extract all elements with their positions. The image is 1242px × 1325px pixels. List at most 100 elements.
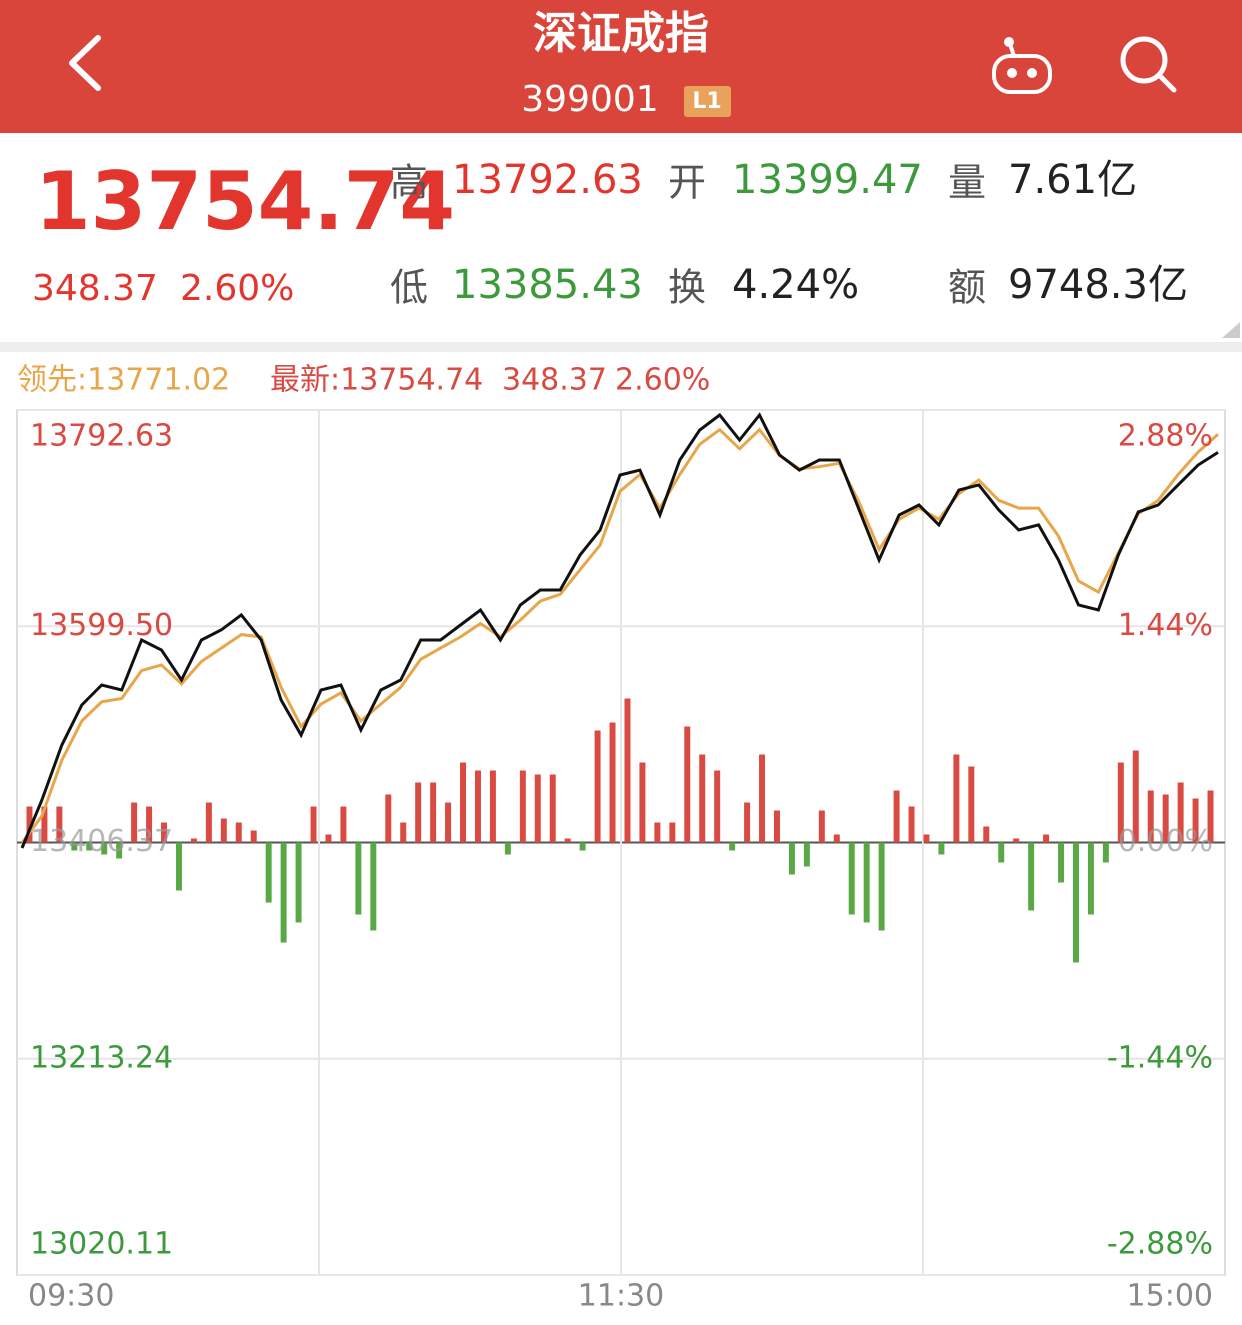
strength-bar (489, 770, 496, 843)
strength-bar (86, 842, 93, 851)
strength-bar (788, 842, 795, 875)
strength-bar (325, 834, 332, 843)
field-label: 额 (948, 266, 986, 310)
x-tick-label: 15:00 (1127, 1279, 1213, 1314)
strength-bar (1207, 790, 1214, 843)
field-value: 13399.47 (732, 157, 923, 203)
strength-bar (878, 842, 885, 931)
strength-bar (519, 770, 526, 843)
field-label: 换 (668, 266, 706, 310)
strength-bar (355, 842, 362, 915)
strength-bar (131, 802, 138, 843)
strength-bar (773, 810, 780, 843)
strength-bar (175, 842, 182, 891)
strength-bar (863, 842, 870, 923)
code: 399001 (521, 79, 658, 120)
strength-bar (1147, 790, 1154, 843)
strength-bar (1087, 842, 1094, 915)
strength-bar (430, 782, 437, 843)
strength-bar (983, 826, 990, 843)
field-label: 高 (390, 161, 428, 205)
strength-bar (833, 834, 840, 843)
strength-bar (953, 754, 960, 843)
strength-bar (744, 802, 751, 843)
strength-bar (101, 842, 108, 855)
strength-bar (116, 842, 123, 859)
y-tick-label: 13213.24 (30, 1040, 173, 1075)
strength-bar (370, 842, 377, 931)
strength-bar (923, 834, 930, 843)
strength-bar (445, 802, 452, 843)
strength-bar (385, 794, 392, 843)
strength-bar (474, 770, 481, 843)
strength-bar (549, 774, 556, 843)
strength-bar (818, 810, 825, 843)
search-button[interactable] (1120, 36, 1177, 93)
strength-bar (759, 754, 766, 843)
x-tick-label: 09:30 (28, 1279, 114, 1314)
strength-bar (594, 730, 601, 843)
strength-bar (295, 842, 302, 923)
strength-bar (639, 762, 646, 843)
strength-bar (1013, 838, 1020, 843)
strength-bar (534, 774, 541, 843)
strength-bar (1072, 842, 1079, 963)
field-label: 量 (948, 161, 986, 205)
change-pct: 2.60% (180, 268, 294, 309)
back-button[interactable] (69, 35, 101, 91)
strength-bar (235, 822, 242, 843)
title: 深证成指 (533, 8, 709, 59)
strength-bar (161, 822, 168, 843)
strength-bar (564, 838, 571, 843)
separator (0, 342, 1242, 352)
strength-bar (908, 806, 915, 843)
strength-bar (71, 842, 78, 851)
strength-bar (400, 822, 407, 843)
legend-latest: 最新:13754.74 (270, 363, 483, 398)
strength-bar (803, 842, 810, 867)
strength-bar (460, 762, 467, 843)
y-tick-label: 13599.50 (30, 608, 173, 643)
y2-tick-label: -2.88% (1107, 1227, 1213, 1262)
strength-bar (146, 806, 153, 843)
strength-bar (714, 770, 721, 843)
strength-bar (1058, 842, 1065, 883)
y-tick-label: 13792.63 (30, 419, 173, 454)
strength-bar (684, 726, 691, 843)
x-tick-label: 11:30 (578, 1279, 664, 1314)
field-value: 13385.43 (452, 262, 643, 308)
y-tick-label: 13020.11 (30, 1227, 173, 1262)
field-value: 13792.63 (452, 157, 643, 203)
robot-button[interactable] (992, 37, 1052, 94)
strength-bar (415, 782, 422, 843)
header-bar (0, 0, 1242, 133)
legend-leader: 领先:13771.02 (17, 363, 230, 398)
badge-text: L1 (692, 89, 721, 114)
strength-bar (220, 818, 227, 843)
strength-bar (1177, 782, 1184, 843)
y2-tick-label: 0.00% (1118, 824, 1213, 859)
y2-tick-label: 2.88% (1118, 419, 1213, 454)
strength-bar (41, 806, 48, 843)
strength-bar (1028, 842, 1035, 911)
strength-bar (504, 842, 511, 855)
strength-bar (998, 842, 1005, 863)
change: 348.37 (32, 268, 158, 309)
strength-bar (669, 822, 676, 843)
strength-bar (310, 806, 317, 843)
price-line (20, 412, 1219, 849)
badge (684, 86, 731, 117)
field-label: 开 (668, 161, 706, 205)
strength-bar (1117, 762, 1124, 843)
strength-bar (654, 822, 661, 843)
strength-bar (340, 806, 347, 843)
y2-tick-label: 1.44% (1118, 608, 1213, 643)
price: 13754.74 (35, 155, 455, 248)
strength-bar (1102, 842, 1109, 863)
strength-bar (265, 842, 272, 903)
field-value: 7.61亿 (1008, 157, 1137, 203)
strength-bar (579, 842, 586, 851)
field-value: 9748.3亿 (1008, 262, 1188, 308)
legend-pct: 2.60% (615, 363, 710, 398)
